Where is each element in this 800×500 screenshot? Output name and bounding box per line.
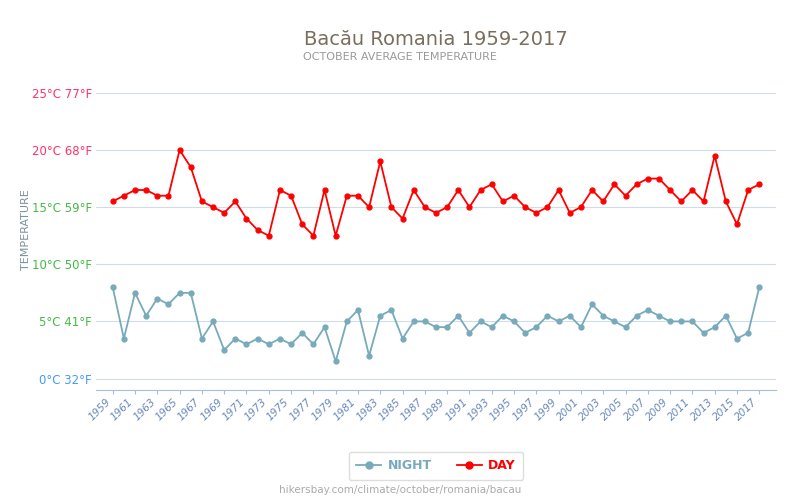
DAY <box>219 210 229 216</box>
DAY <box>175 147 185 153</box>
NIGHT <box>130 290 140 296</box>
DAY <box>754 182 764 188</box>
Title: Bacău Romania 1959-2017: Bacău Romania 1959-2017 <box>304 30 568 49</box>
DAY <box>186 164 195 170</box>
DAY <box>108 198 118 204</box>
NIGHT <box>587 302 597 308</box>
Line: DAY: DAY <box>110 148 762 238</box>
NIGHT <box>208 318 218 324</box>
DAY <box>298 222 307 228</box>
NIGHT <box>108 284 118 290</box>
Text: hikersbay.com/climate/october/romania/bacau: hikersbay.com/climate/october/romania/ba… <box>279 485 521 495</box>
NIGHT <box>331 358 341 364</box>
Legend: NIGHT, DAY: NIGHT, DAY <box>349 452 523 480</box>
Y-axis label: TEMPERATURE: TEMPERATURE <box>21 190 31 270</box>
NIGHT <box>454 312 463 318</box>
Text: OCTOBER AVERAGE TEMPERATURE: OCTOBER AVERAGE TEMPERATURE <box>303 52 497 62</box>
NIGHT <box>754 284 764 290</box>
DAY <box>598 198 608 204</box>
DAY <box>130 187 140 193</box>
NIGHT <box>275 336 285 342</box>
DAY <box>264 232 274 238</box>
DAY <box>465 204 474 210</box>
Line: NIGHT: NIGHT <box>110 284 762 364</box>
NIGHT <box>175 290 185 296</box>
